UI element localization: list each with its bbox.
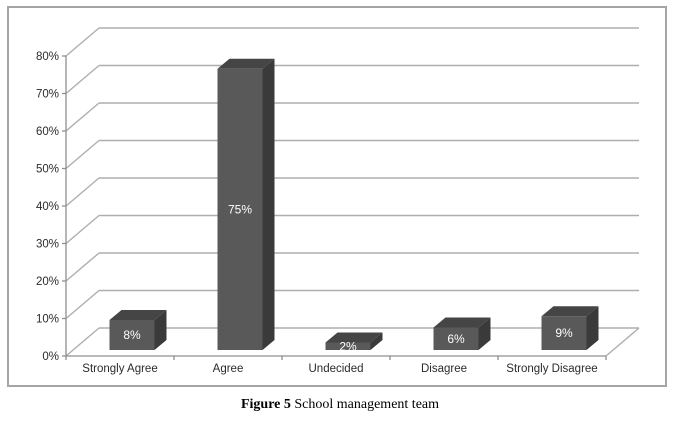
gridline-diagonal-70 <box>65 64 100 95</box>
y-tick-label-20: 20% <box>36 276 59 288</box>
gridline-diagonal-30 <box>65 214 100 245</box>
gridline-diagonal-20 <box>65 252 100 282</box>
axes: 0% 10% 20% 30% 40% 50% 60% 70% 80% Strongly Agree… <box>36 51 607 375</box>
x-category-label-undecided: Undecided <box>309 363 364 375</box>
figure-caption: Figure 5 School management team <box>0 397 680 413</box>
gridline-diagonal-40 <box>65 177 100 207</box>
bar-front-face <box>541 316 587 350</box>
bar-value-label-agree: 75% <box>228 202 252 216</box>
bar-front-face <box>217 68 263 350</box>
bar-top-face <box>325 332 383 343</box>
y-tick-label-10: 10% <box>36 314 59 326</box>
bar-side-face <box>370 332 383 350</box>
bar-value-label-disagree: 6% <box>447 332 465 346</box>
figure-caption-label: Figure 5 <box>240 397 291 412</box>
floor-right-edge <box>605 327 640 357</box>
chart-frame: 0% 10% 20% 30% 40% 50% 60% 70% 80% Strongly Agree… <box>7 6 667 387</box>
bar-side-face <box>478 317 491 350</box>
y-tick-label-0: 0% <box>42 351 59 363</box>
bar-front-face <box>433 327 479 350</box>
bar-value-label-undecided: 2% <box>339 339 357 353</box>
y-tick-label-40: 40% <box>36 201 59 213</box>
bar-value-label-strongly-agree: 8% <box>123 328 141 342</box>
bar-side-face <box>262 58 275 350</box>
y-tick-label-60: 60% <box>36 126 59 138</box>
bar-side-face <box>154 310 167 350</box>
bar-front-face <box>109 320 155 350</box>
bar-undecided: 2% <box>325 332 383 353</box>
figure-caption-text: School management team <box>290 397 440 412</box>
x-category-label-disagree: Disagree <box>421 363 467 375</box>
x-category-label-agree: Agree <box>213 363 244 375</box>
bar-front-face <box>325 342 371 350</box>
gridlines <box>65 27 640 357</box>
y-tick-label-50: 50% <box>36 164 59 176</box>
bar-top-face <box>109 310 167 320</box>
y-tick-label-80: 80% <box>36 51 59 63</box>
gridline-diagonal-50 <box>65 139 100 170</box>
gridline-diagonal-0 <box>65 327 100 357</box>
bar-disagree: 6% <box>433 317 491 350</box>
bar-top-face <box>433 317 491 328</box>
y-tick-label-30: 30% <box>36 239 59 251</box>
bar-side-face <box>586 306 599 350</box>
gridline-diagonal-80 <box>65 27 100 57</box>
gridline-diagonal-10 <box>65 289 100 320</box>
bar-top-face <box>541 306 599 317</box>
x-category-label-strongly-disagree: Strongly Disagree <box>506 363 597 375</box>
bar-value-label-strongly-disagree: 9% <box>555 326 573 340</box>
bar-agree: 75% <box>217 58 275 350</box>
bar-strongly-agree: 8% <box>109 310 167 350</box>
bar-chart-3d: 0% 10% 20% 30% 40% 50% 60% 70% 80% Strongly Agree… <box>36 27 640 375</box>
bar-top-face <box>217 58 275 69</box>
bar-strongly-disagree: 9% <box>541 306 599 350</box>
bars: 8% 75% 2% 6% 9% <box>109 58 599 353</box>
gridline-diagonal-60 <box>65 102 100 132</box>
x-category-label-strongly-agree: Strongly Agree <box>82 363 157 375</box>
y-tick-label-70: 70% <box>36 89 59 101</box>
